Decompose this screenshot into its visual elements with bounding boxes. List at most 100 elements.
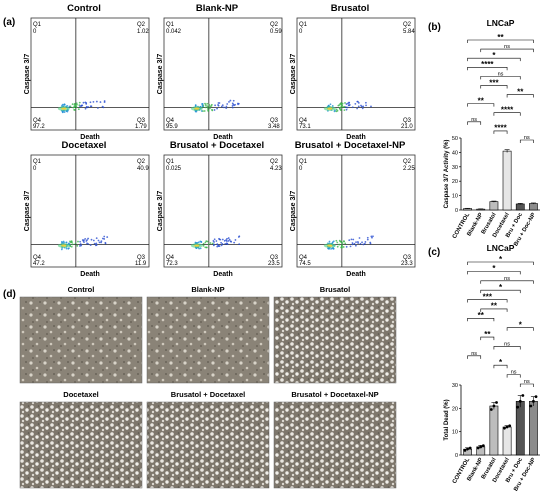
data-point xyxy=(508,424,512,428)
flow-panel-title: Brusatol + Docetaxel xyxy=(170,140,264,151)
quadrant-label-q1: Q1 xyxy=(299,159,308,165)
flow-x-axis-label: Death xyxy=(213,134,232,141)
y-tick-label: 10 xyxy=(452,430,458,436)
significance-bracket: ns xyxy=(493,341,521,350)
data-point xyxy=(516,405,520,409)
significance-label: ** xyxy=(478,96,485,105)
significance-bracket: ns xyxy=(480,44,534,53)
micro-panel-title: Brusatol xyxy=(320,285,350,294)
quadrant-value-q4: 95.9 xyxy=(166,124,178,130)
significance-label: * xyxy=(492,51,496,60)
significance-bracket: ** xyxy=(467,311,495,322)
y-tick-label: 50 xyxy=(452,136,458,142)
event-density-cloud xyxy=(190,235,241,250)
quadrant-value-q2: 5.84 xyxy=(403,29,415,35)
significance-label: * xyxy=(492,264,496,273)
quadrant-value-q2: 2.25 xyxy=(403,166,415,172)
micrograph-image xyxy=(146,296,270,384)
data-point xyxy=(534,395,538,399)
bar xyxy=(529,401,538,456)
significance-label: ns xyxy=(504,341,510,347)
event-density-cloud xyxy=(57,235,109,251)
data-point xyxy=(529,404,533,408)
flow-y-axis-label: Caspase 3/7 xyxy=(157,191,164,232)
flow-cytometry-panels: ControlQ10Q21.02Q497.2Q31.79DeathCaspase… xyxy=(24,3,416,278)
y-axis-label: Caspase 3/7 Activity (%) xyxy=(444,140,450,209)
data-point xyxy=(521,394,525,397)
micro-panel: Blank-NP xyxy=(146,285,270,384)
significance-label: ** xyxy=(491,302,498,311)
flow-x-axis-label: Death xyxy=(213,271,232,278)
significance-bracket: ns xyxy=(467,351,482,359)
event-density-cloud xyxy=(190,99,240,113)
significance-bracket: ** xyxy=(467,96,495,107)
panel-label-b: (b) xyxy=(428,22,441,33)
significance-bracket: ns xyxy=(480,71,521,80)
quadrant-label-q3: Q3 xyxy=(403,255,412,261)
flow-panel-title: Docetaxel xyxy=(62,140,107,151)
y-tick-label: 20 xyxy=(452,179,458,185)
micro-panel-title: Control xyxy=(68,285,95,294)
flow-plot-frame xyxy=(30,154,150,268)
flow-y-axis-label: Caspase 3/7 xyxy=(290,54,297,95)
quadrant-value-q1: 0 xyxy=(33,29,37,35)
quadrant-label-q2: Q2 xyxy=(137,22,146,28)
quadrant-value-q1: 0 xyxy=(299,29,303,35)
significance-label: *** xyxy=(489,78,499,87)
y-tick-label: 0 xyxy=(455,453,458,459)
significance-label: ** xyxy=(484,330,491,339)
data-point xyxy=(492,404,496,408)
significance-bracket: * xyxy=(480,283,521,294)
quadrant-label-q2: Q2 xyxy=(403,159,412,165)
significance-label: ns xyxy=(504,276,510,282)
quadrant-value-q3: 23.3 xyxy=(401,261,413,267)
quadrant-label-q1: Q1 xyxy=(299,22,308,28)
y-axis-label: Total Dead (%) xyxy=(444,399,450,440)
chart-title: LNCaP xyxy=(487,18,515,28)
data-point xyxy=(463,448,467,452)
micro-panel: Brusatol xyxy=(273,285,397,384)
significance-bracket: ** xyxy=(506,87,534,98)
quadrant-label-q4: Q4 xyxy=(299,255,308,261)
significance-label: * xyxy=(499,358,503,367)
chart-title: LNCaP xyxy=(487,243,515,253)
flow-plot-frame xyxy=(296,17,416,131)
flow-plot-frame xyxy=(163,154,283,268)
data-point xyxy=(466,447,469,451)
micro-panel-title: Brusatol + Docetaxel-NP xyxy=(291,390,378,399)
quadrant-value-q1: 0 xyxy=(33,166,37,172)
quadrant-label-q4: Q4 xyxy=(299,118,308,124)
significance-label: ns xyxy=(511,370,517,376)
panel-label-d: (d) xyxy=(3,289,16,300)
quadrant-label-q1: Q1 xyxy=(166,22,175,28)
y-tick-label: 30 xyxy=(452,383,458,389)
data-point xyxy=(479,445,483,449)
quadrant-value-q2: 4.23 xyxy=(270,166,282,172)
event-density-cloud xyxy=(323,100,372,113)
flow-panel-title: Brusatol + Docetaxel-NP xyxy=(295,140,406,151)
data-point xyxy=(518,399,522,403)
significance-label: ** xyxy=(478,311,485,320)
micrograph-image xyxy=(146,401,270,489)
flow-y-axis-label: Caspase 3/7 xyxy=(290,191,297,232)
micro-panel-title: Blank-NP xyxy=(191,285,224,294)
y-tick-label: 30 xyxy=(452,165,458,171)
micro-panel-title: Brusatol + Docetaxel xyxy=(171,390,245,399)
bar xyxy=(489,201,499,211)
significance-bracket: ns xyxy=(519,135,534,143)
quadrant-label-q3: Q3 xyxy=(403,118,412,124)
quadrant-value-q4: 73.1 xyxy=(299,124,311,130)
data-point xyxy=(468,446,472,450)
bar xyxy=(529,203,538,211)
quadrant-label-q1: Q1 xyxy=(33,22,42,28)
significance-label: * xyxy=(499,283,503,292)
quadrant-value-q4: 97.2 xyxy=(33,124,45,130)
micro-panel-title: Docetaxel xyxy=(63,390,98,399)
y-tick-label: 0 xyxy=(455,208,458,214)
significance-label: ** xyxy=(497,33,504,42)
panel-label-a: (a) xyxy=(3,17,15,28)
y-tick-label: 10 xyxy=(452,194,458,200)
flow-panel-title: Blank-NP xyxy=(196,3,239,14)
data-point xyxy=(505,425,509,429)
